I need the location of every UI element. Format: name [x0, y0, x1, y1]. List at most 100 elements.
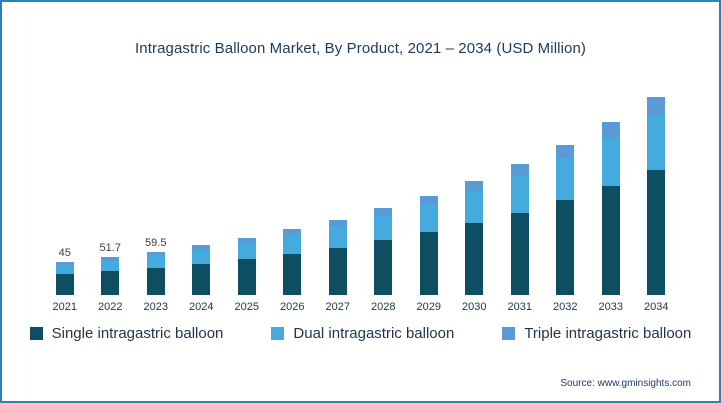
bar-column-2024: 2024	[179, 63, 225, 315]
bar-segment-dual	[465, 191, 484, 224]
bar-segment-triple	[419, 195, 438, 205]
bar-segment-single	[146, 267, 165, 295]
bar-segment-dual	[237, 242, 256, 259]
legend-label-single: Single intragastric balloon	[51, 325, 224, 342]
bar-column-2029: 2029	[406, 63, 452, 315]
bar-segment-triple	[601, 122, 620, 139]
stacked-bar	[510, 164, 529, 295]
legend-swatch-single	[29, 327, 43, 340]
stacked-bar	[601, 122, 620, 295]
bar-column-2032: 2032	[543, 63, 589, 315]
bar-segment-triple	[647, 97, 666, 115]
bar-column-2028: 2028	[361, 63, 407, 315]
bar-segment-dual	[55, 265, 74, 275]
bar-value-label: 45	[58, 247, 71, 260]
bar-segment-single	[237, 258, 256, 295]
bar-column-2031: 2031	[497, 63, 543, 315]
bar-chart-plot-area: 45 2021 51.7 2022 59.5 2023 2024 2025 2026 2027 20…	[42, 63, 679, 315]
legend-label-triple: Triple intragastric balloon	[524, 325, 692, 342]
bar-segment-triple	[374, 208, 393, 217]
bar-segment-single	[647, 170, 666, 295]
bar-segment-triple	[237, 237, 256, 243]
bar-segment-triple	[465, 180, 484, 192]
bar-segment-dual	[510, 175, 529, 213]
x-axis-label: 2030	[462, 301, 487, 313]
bar-segment-triple	[192, 245, 211, 250]
stacked-bar	[192, 245, 211, 295]
stacked-bar	[283, 229, 302, 295]
stacked-bar	[647, 97, 666, 295]
x-axis-label: 2034	[644, 301, 669, 313]
bar-segment-dual	[419, 204, 438, 233]
bar-column-2026: 2026	[270, 63, 316, 315]
bar-segment-triple	[556, 144, 575, 159]
legend-item-triple: Triple intragastric balloon	[502, 325, 691, 342]
bar-segment-single	[283, 253, 302, 295]
bar-value-label: 59.5	[145, 236, 167, 249]
bar-column-2022: 51.7 2022	[88, 63, 134, 315]
bar-segment-single	[55, 274, 74, 295]
bar-column-2025: 2025	[224, 63, 270, 315]
legend-item-single: Single intragastric balloon	[29, 325, 224, 342]
bar-segment-triple	[146, 251, 165, 256]
bar-segment-triple	[283, 229, 302, 236]
bar-segment-triple	[328, 219, 347, 227]
stacked-bar	[237, 237, 256, 295]
bar-column-2021: 45 2021	[42, 63, 88, 315]
x-axis-label: 2031	[507, 301, 532, 313]
stacked-bar	[55, 262, 74, 295]
x-axis-label: 2025	[234, 301, 259, 313]
bar-segment-single	[601, 186, 620, 295]
bar-segment-dual	[328, 226, 347, 248]
bar-column-2027: 2027	[315, 63, 361, 315]
bar-segment-triple	[55, 262, 74, 266]
bar-segment-single	[510, 212, 529, 295]
stacked-bar	[419, 195, 438, 295]
x-axis-label: 2026	[280, 301, 305, 313]
stacked-bar	[465, 180, 484, 295]
bar-segment-dual	[601, 138, 620, 187]
bar-segment-triple	[101, 257, 120, 261]
bar-segment-single	[328, 247, 347, 295]
bar-column-2023: 59.5 2023	[133, 63, 179, 315]
x-axis-label: 2022	[98, 301, 123, 313]
bar-segment-dual	[556, 158, 575, 201]
bar-segment-single	[192, 263, 211, 295]
stacked-bar	[328, 219, 347, 295]
bar-column-2030: 2030	[452, 63, 498, 315]
stacked-bar	[556, 144, 575, 295]
bar-segment-dual	[146, 255, 165, 268]
bar-column-2033: 2033	[588, 63, 634, 315]
x-axis-label: 2033	[598, 301, 623, 313]
bar-segment-single	[419, 232, 438, 295]
x-axis-label: 2023	[143, 301, 168, 313]
legend-label-dual: Dual intragastric balloon	[293, 325, 455, 342]
bar-segment-single	[101, 271, 120, 295]
x-axis-label: 2024	[189, 301, 214, 313]
stacked-bar	[101, 257, 120, 295]
legend-swatch-dual	[271, 327, 285, 340]
bar-segment-single	[465, 223, 484, 295]
x-axis-label: 2029	[416, 301, 441, 313]
bar-segment-triple	[510, 164, 529, 176]
x-axis-label: 2021	[52, 301, 77, 313]
x-axis-label: 2028	[371, 301, 396, 313]
bar-segment-dual	[192, 249, 211, 264]
bar-segment-single	[374, 240, 393, 295]
x-axis-label: 2032	[553, 301, 578, 313]
legend: Single intragastric balloon Dual intraga…	[2, 325, 719, 342]
bar-segment-dual	[101, 260, 120, 272]
legend-item-dual: Dual intragastric balloon	[271, 325, 454, 342]
source-attribution: Source: www.gminsights.com	[560, 378, 691, 389]
chart-title: Intragastric Balloon Market, By Product,…	[135, 40, 586, 57]
stacked-bar	[146, 251, 165, 295]
bar-segment-dual	[374, 216, 393, 241]
x-axis-label: 2027	[325, 301, 350, 313]
bar-segment-dual	[283, 235, 302, 254]
stacked-bar	[374, 208, 393, 295]
bar-segment-dual	[647, 114, 666, 171]
bar-value-label: 51.7	[99, 242, 121, 255]
bar-segment-single	[556, 200, 575, 295]
bar-column-2034: 2034	[634, 63, 680, 315]
